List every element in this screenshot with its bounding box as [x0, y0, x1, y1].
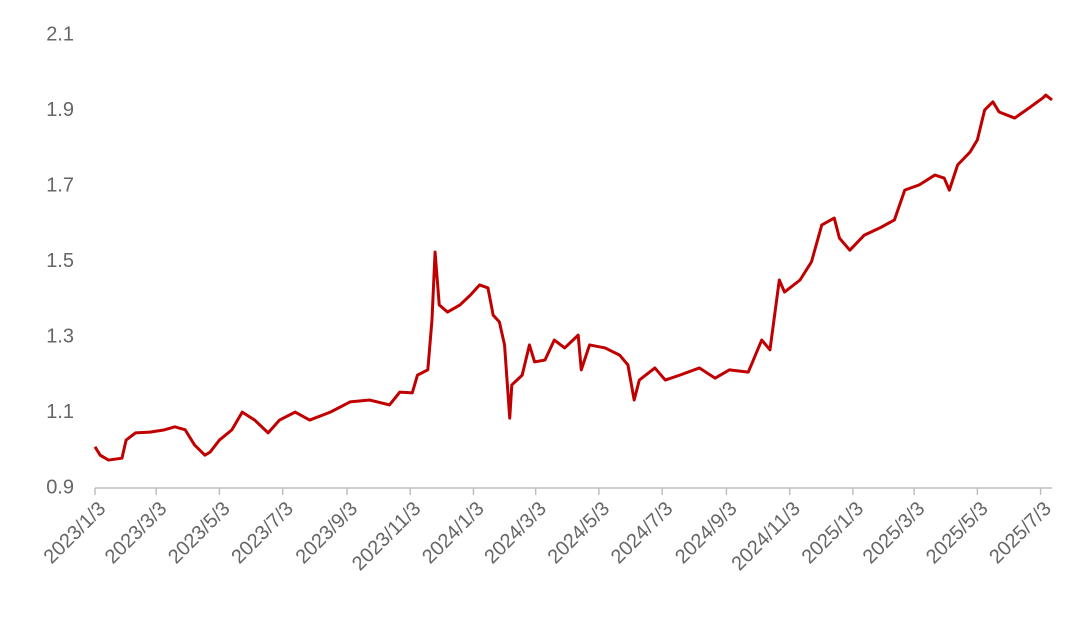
x-tick-label: 2023/11/3	[348, 498, 425, 575]
x-tick-label: 2023/3/3	[101, 498, 172, 569]
x-tick-label: 2024/11/3	[728, 498, 805, 575]
y-tick-label: 1.3	[46, 325, 74, 347]
x-tick-label: 2024/1/3	[418, 498, 489, 569]
y-tick-label: 1.9	[46, 99, 74, 121]
line	[93, 93, 1053, 462]
x-tick-label: 2024/5/3	[544, 498, 615, 569]
y-tick-label: 0.9	[46, 476, 74, 498]
x-tick-label: 2025/7/3	[985, 498, 1056, 569]
x-tick-label: 2025/1/3	[798, 498, 869, 569]
x-tick-label: 2023/7/3	[227, 498, 298, 569]
y-tick-label: 2.1	[46, 23, 74, 45]
x-tick-label: 2023/1/3	[40, 498, 111, 569]
x-tick-label: 2024/3/3	[480, 498, 551, 569]
x-tick-label: 2025/3/3	[859, 498, 930, 569]
y-tick-label: 1.1	[46, 401, 74, 423]
y-tick-label: 1.5	[46, 250, 74, 272]
x-tick-label: 2025/5/3	[922, 498, 993, 569]
x-tick-label: 2023/5/3	[164, 498, 235, 569]
x-tick-label: 2024/7/3	[607, 498, 678, 569]
y-tick-label: 1.7	[46, 174, 74, 196]
